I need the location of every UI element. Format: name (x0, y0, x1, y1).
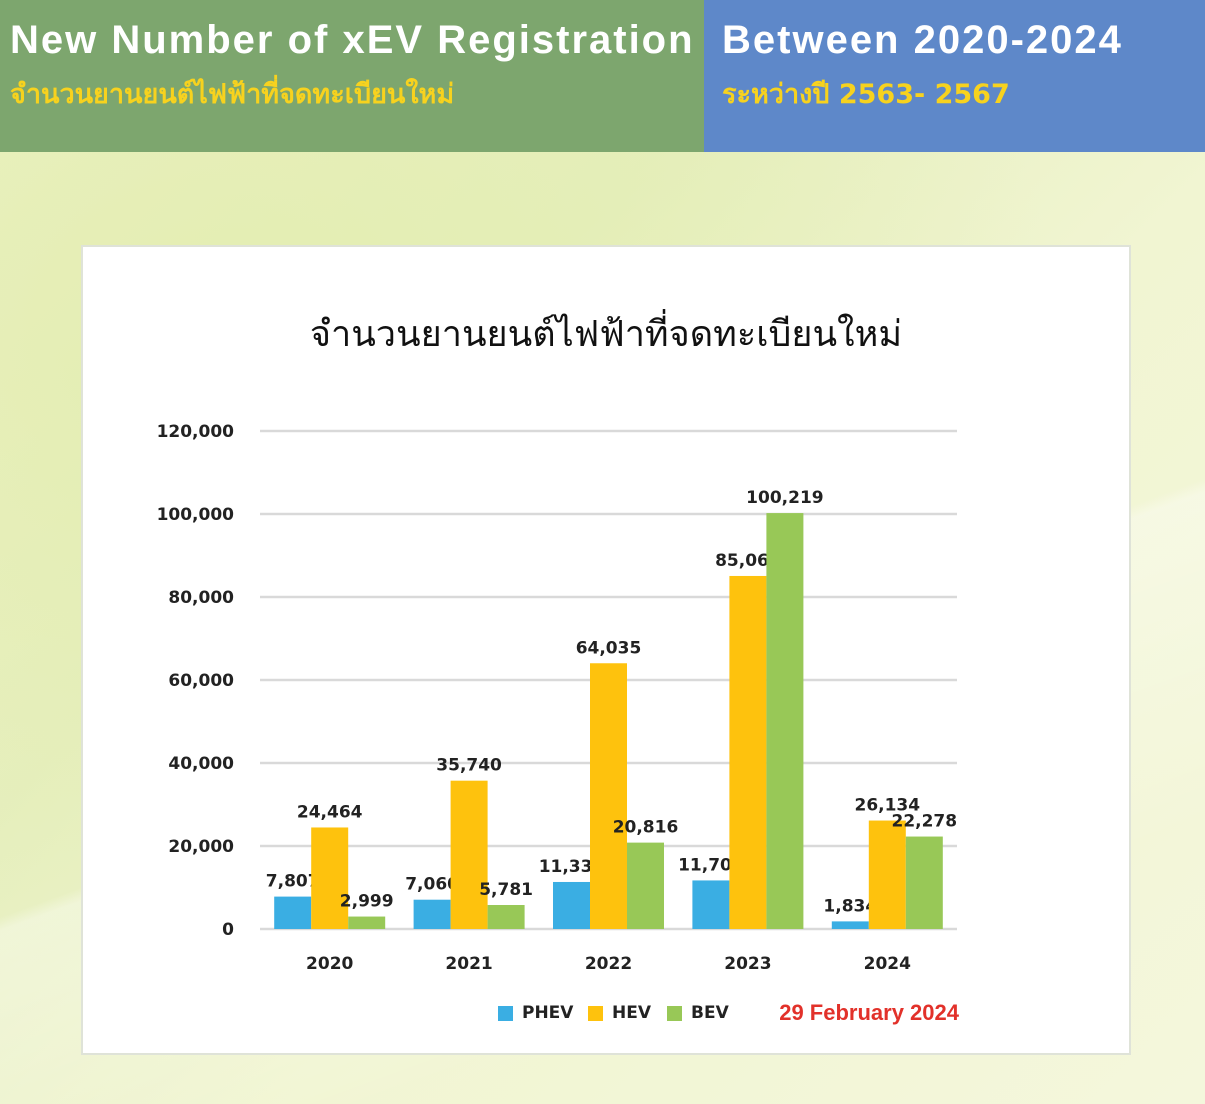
date-note: 29 February 2024 (779, 1000, 960, 1025)
y-tick-label: 100,000 (157, 505, 235, 525)
bar-hev (729, 575, 767, 929)
bar-phev (692, 880, 730, 929)
data-label: 35,740 (436, 756, 502, 776)
data-label: 100,219 (746, 488, 823, 508)
data-label: 64,035 (576, 638, 642, 658)
bar-bev (348, 916, 386, 929)
legend-label-bev: BEV (691, 1003, 730, 1023)
legend-label-phev: PHEV (522, 1003, 574, 1023)
bar-phev (553, 881, 590, 929)
bar-bev (627, 842, 664, 929)
legend-swatch-hev (588, 1006, 603, 1021)
bar-bev (905, 836, 943, 929)
header-title-block: New Number of xEV Registration จำนวนยานย… (0, 0, 704, 152)
header-title-thai: จำนวนยานยนต์ไฟฟ้าที่จดทะเบียนใหม่ (10, 79, 455, 110)
data-label: 20,816 (613, 818, 679, 838)
bar-phev (274, 896, 312, 929)
y-tick-label: 80,000 (168, 588, 234, 608)
bar-hev (868, 820, 906, 929)
data-label: 11,331 (539, 857, 605, 877)
x-tick-label: 2020 (306, 954, 353, 974)
data-label: 2,999 (340, 892, 394, 912)
bar-bev (766, 513, 804, 929)
bar-hev (311, 827, 349, 929)
legend-label-hev: HEV (612, 1003, 652, 1023)
bar-phev (831, 921, 869, 929)
y-tick-label: 60,000 (168, 671, 234, 691)
data-label: 7,807 (266, 872, 320, 892)
y-tick-label: 40,000 (168, 754, 234, 774)
header-range-thai: ระหว่างปี 2563- 2567 (722, 79, 1010, 110)
y-tick-label: 120,000 (157, 422, 235, 442)
bar-chart: 0 20,000 40,000 60,000 80,000 100,000 120,000 7… (157, 422, 960, 1025)
x-tick-label: 2022 (585, 954, 632, 974)
data-label: 24,464 (297, 802, 363, 822)
y-tick-label: 0 (222, 920, 234, 940)
bar-hev (590, 663, 627, 929)
chart-title: จำนวนยานยนต์ไฟฟ้าที่จดทะเบียนใหม่ (309, 314, 903, 355)
chart-panel: จำนวนยานยนต์ไฟฟ้าที่จดทะเบียนใหม่ 0 20,00… (81, 245, 1131, 1055)
x-tick-label: 2021 (445, 954, 492, 974)
bar-phev (413, 899, 451, 929)
header-title: New Number of xEV Registration (10, 18, 695, 62)
data-label: 7,060 (405, 875, 459, 895)
data-label: 26,134 (854, 796, 920, 816)
bar-bev (487, 905, 525, 929)
y-tick-label: 20,000 (168, 837, 234, 857)
x-tick-label: 2024 (864, 954, 911, 974)
data-label: 22,278 (891, 812, 957, 832)
data-label: 1,834 (823, 896, 877, 916)
x-tick-label: 2023 (724, 954, 771, 974)
data-label: 11,703 (678, 855, 744, 875)
header-range-block: Between 2020-2024 ระหว่างปี 2563- 2567 (704, 0, 1205, 152)
data-label: 5,781 (479, 880, 533, 900)
bar-hev (450, 780, 488, 929)
legend-swatch-bev (667, 1006, 682, 1021)
data-label: 85,069 (715, 551, 781, 571)
header-range: Between 2020-2024 (722, 18, 1123, 62)
legend-swatch-phev (498, 1006, 513, 1021)
